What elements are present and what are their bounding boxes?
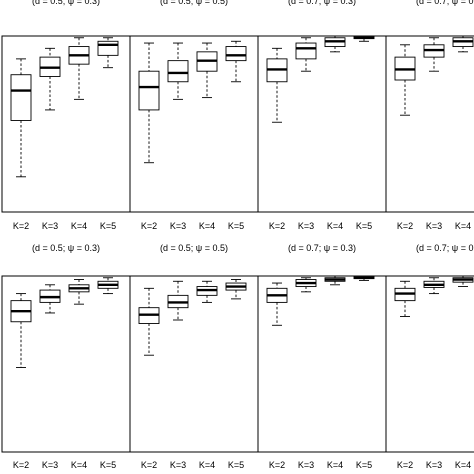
x-tick-label: K=4 (199, 221, 215, 231)
x-tick-label: K=3 (298, 221, 314, 231)
x-tick-label: K=2 (397, 460, 413, 470)
iqr-box (167, 60, 189, 83)
x-tick-label: K=3 (170, 221, 186, 231)
box-K=3 (423, 277, 445, 295)
x-tick-label: K=3 (42, 460, 58, 470)
x-tick-label: K=5 (356, 460, 372, 470)
box-K=3 (295, 37, 317, 72)
box-K=2 (10, 58, 32, 178)
panel-title: (d = 0.7; ψ = 0.5) (416, 0, 474, 6)
iqr-box (10, 74, 32, 121)
x-tick-label: K=5 (228, 460, 244, 470)
box-K=2 (138, 42, 160, 164)
x-tick-label: K=2 (141, 221, 157, 231)
x-tick-label: K=4 (327, 460, 343, 470)
x-tick-label: K=5 (228, 221, 244, 231)
box-K=4 (452, 275, 474, 288)
x-tick-label: K=3 (42, 221, 58, 231)
box-K=4 (324, 35, 346, 53)
box-K=4 (324, 275, 346, 286)
panel-frame (1, 35, 131, 213)
panel-4: (d = 0.7; ψ = 0.5) K=2 K=3 K=4 (385, 0, 474, 231)
x-tick-label: K=4 (71, 221, 87, 231)
x-tick-label: K=2 (397, 221, 413, 231)
panel-7: (d = 0.7; ψ = 0.3) K=2 K=3 K=4 K=5 (257, 243, 387, 470)
panel-2: (d = 0.5; ψ = 0.5) K=2 K=3 K=4 K=5 (129, 0, 259, 231)
box-K=4 (68, 37, 90, 100)
panel-8: (d = 0.7; ψ = 0.5) K=2 K=3 K=4 (385, 243, 474, 470)
box-K=5 (97, 37, 119, 69)
panel-title: (d = 0.7; ψ = 0.3) (288, 0, 356, 6)
box-K=2 (266, 282, 288, 326)
x-tick-label: K=3 (426, 460, 442, 470)
iqr-box (295, 42, 317, 60)
panel-title: (d = 0.7; ψ = 0.3) (288, 243, 356, 253)
x-tick-label: K=5 (100, 221, 116, 231)
box-K=4 (452, 35, 474, 53)
box-K=3 (39, 284, 61, 314)
x-tick-label: K=2 (13, 221, 29, 231)
panel-title: (d = 0.5; ψ = 0.3) (32, 0, 100, 6)
x-tick-label: K=4 (455, 221, 471, 231)
box-K=2 (266, 47, 288, 123)
x-tick-label: K=2 (269, 221, 285, 231)
box-K=2 (138, 287, 160, 356)
iqr-box (138, 70, 160, 111)
box-K=5 (225, 40, 247, 83)
panel-title: (d = 0.5; ψ = 0.5) (160, 0, 228, 6)
box-K=3 (295, 277, 317, 293)
x-tick-label: K=3 (426, 221, 442, 231)
x-tick-label: K=2 (269, 460, 285, 470)
x-tick-label: K=4 (199, 460, 215, 470)
box-K=5 (225, 279, 247, 300)
box-K=5 (353, 275, 375, 281)
x-tick-label: K=2 (141, 460, 157, 470)
x-tick-label: K=3 (298, 460, 314, 470)
panel-frame (385, 35, 474, 213)
box-K=4 (196, 280, 218, 303)
x-tick-label: K=5 (356, 221, 372, 231)
box-K=3 (167, 280, 189, 321)
box-K=3 (423, 37, 445, 72)
panel-3: (d = 0.7; ψ = 0.3) K=2 K=3 K=4 K=5 (257, 0, 387, 231)
panel-1: (d = 0.5; ψ = 0.3) K=2 K=3 K=4 K=5 (1, 0, 131, 231)
box-K=4 (196, 42, 218, 99)
panel-5: (d = 0.5; ψ = 0.3) K=2 K=3 K=4 K=5 (1, 243, 131, 470)
x-tick-label: K=3 (170, 460, 186, 470)
iqr-box (225, 46, 247, 62)
box-K=5 (97, 277, 119, 295)
x-tick-label: K=5 (100, 460, 116, 470)
x-tick-label: K=4 (327, 221, 343, 231)
panel-title: (d = 0.5; ψ = 0.5) (160, 243, 228, 253)
box-K=2 (394, 280, 416, 317)
panel-6: (d = 0.5; ψ = 0.5) K=2 K=3 K=4 K=5 (129, 243, 259, 470)
panel-frame (385, 275, 474, 453)
panel-title: (d = 0.7; ψ = 0.5) (416, 243, 474, 253)
x-tick-label: K=4 (455, 460, 471, 470)
panel-title: (d = 0.5; ψ = 0.3) (32, 243, 100, 253)
box-K=3 (167, 42, 189, 100)
box-K=3 (39, 47, 61, 111)
x-tick-label: K=2 (13, 460, 29, 470)
iqr-box (97, 40, 119, 56)
box-K=2 (394, 44, 416, 116)
box-K=5 (353, 35, 375, 42)
x-tick-label: K=4 (71, 460, 87, 470)
box-K=2 (10, 293, 32, 368)
box-K=4 (68, 279, 90, 305)
